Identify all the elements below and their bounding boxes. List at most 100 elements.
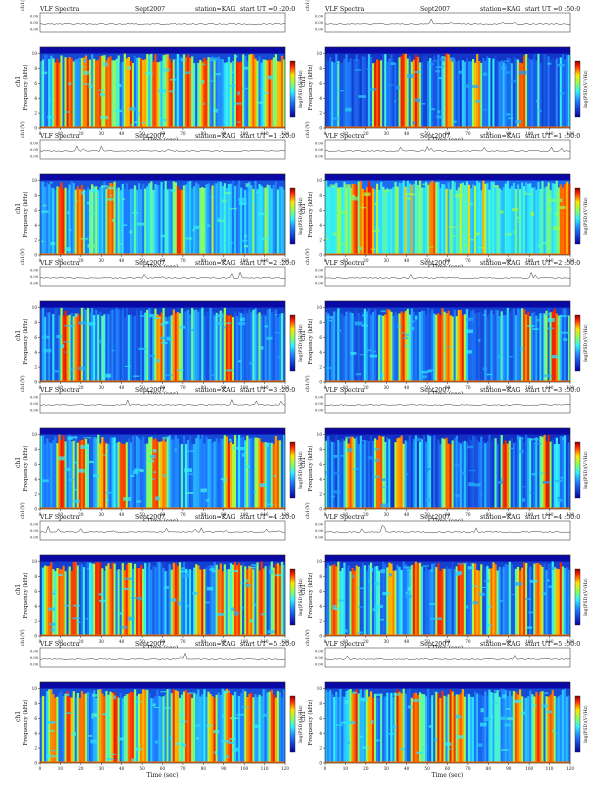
spectrogram-speckle xyxy=(72,604,80,607)
spectrogram-column xyxy=(380,60,383,128)
spectrogram-column xyxy=(376,566,379,636)
spectrogram-column xyxy=(516,694,520,763)
spectrogram-speckle xyxy=(65,712,72,714)
spectrogram-column xyxy=(72,61,75,128)
spectrogram-speckle xyxy=(429,108,436,111)
spectrogram xyxy=(325,555,571,636)
trace-line xyxy=(39,145,286,152)
spectrogram-column xyxy=(113,563,116,636)
x-tick-label: 40 xyxy=(119,639,125,644)
spectrogram-column xyxy=(416,185,420,255)
spectrogram-column xyxy=(254,181,257,255)
spectrogram-column xyxy=(176,312,180,382)
x-tick-label: 90 xyxy=(506,258,512,263)
spectrogram-speckle xyxy=(266,336,273,340)
spectrogram-column xyxy=(494,55,497,128)
spectrogram-column xyxy=(115,443,118,509)
spectrogram-speckle xyxy=(556,732,560,735)
spectrogram-speckle xyxy=(510,80,517,83)
spectrogram-column xyxy=(523,309,526,382)
spectrogram-speckle xyxy=(186,492,194,494)
spectrogram-column xyxy=(225,187,229,255)
spectrogram-column xyxy=(396,314,399,382)
spectrogram-speckle xyxy=(373,475,380,478)
spectrogram-column xyxy=(496,310,499,382)
spectrogram-column xyxy=(146,689,149,763)
spectrogram-column xyxy=(262,313,265,382)
spectrogram-speckle xyxy=(362,314,368,317)
spectrogram-column xyxy=(150,436,153,509)
spectrogram-column xyxy=(184,311,188,382)
x-tick-label: 30 xyxy=(99,258,105,263)
spectrogram-speckle xyxy=(64,604,70,607)
spectrogram-column xyxy=(384,54,387,128)
colorbar-label: log(PSD)(V²/Hz) xyxy=(582,324,589,362)
spectrogram-speckle xyxy=(453,120,457,123)
x-tick-label: 90 xyxy=(221,131,227,136)
trace-tick-label: 0.00 xyxy=(315,396,324,400)
spectrogram-column xyxy=(207,183,210,255)
spectrogram-column xyxy=(455,61,458,129)
trace-axis-label: ch1(V) xyxy=(304,629,311,646)
spectrogram-column xyxy=(74,189,77,255)
spectrogram-column xyxy=(80,58,84,128)
trace-tick-label: 0.00 xyxy=(315,663,324,667)
spectrogram-column xyxy=(76,58,79,129)
spectrogram-speckle xyxy=(225,369,234,372)
spectrogram-column xyxy=(172,439,175,509)
spectrogram-column xyxy=(539,63,542,128)
spectrogram-column xyxy=(431,563,434,636)
spectrogram-column xyxy=(404,693,407,763)
spectrogram-column xyxy=(56,58,59,128)
spectrogram-column xyxy=(115,695,118,763)
spectrogram-column xyxy=(420,187,424,255)
spectrogram-column xyxy=(465,562,469,636)
x-tick-label: 70 xyxy=(180,639,186,644)
y-tick-label: 2 xyxy=(319,492,322,497)
trace-tick-label: 0.00 xyxy=(30,282,39,286)
spectrogram-column xyxy=(537,440,540,509)
spectrogram-column xyxy=(386,188,389,255)
spectrogram-column xyxy=(158,185,161,255)
spectrogram-speckle xyxy=(479,492,483,496)
spectrogram-column xyxy=(219,59,222,128)
spectrogram-column xyxy=(469,563,473,636)
spectrogram-column xyxy=(463,440,467,509)
spectrogram-column xyxy=(84,190,88,255)
spectrogram-speckle xyxy=(509,355,513,358)
spectrogram-column xyxy=(529,566,532,636)
spectrogram-speckle xyxy=(521,486,529,488)
spectrogram-speckle xyxy=(242,87,249,90)
panel-p31: VLF Spectra Sept2007 station=KAG start UT =… xyxy=(300,375,589,525)
spectrogram-speckle xyxy=(438,77,442,80)
spectrogram-column xyxy=(533,696,536,763)
spectrogram-column xyxy=(502,566,505,636)
spectrogram-column xyxy=(449,443,452,509)
spectrogram-column xyxy=(268,185,271,255)
x-tick-label: 40 xyxy=(119,258,125,263)
trace-tick-label: 0.00 xyxy=(30,21,39,25)
x-tick-label: 60 xyxy=(160,639,166,644)
spectrogram-speckle xyxy=(374,459,380,462)
colorbar xyxy=(289,568,296,626)
spectrogram-column xyxy=(427,61,430,128)
spectrogram-column xyxy=(203,569,206,636)
spectrogram-speckle xyxy=(154,707,160,708)
spectrogram-column xyxy=(219,438,222,509)
x-tick-label: 80 xyxy=(201,512,207,517)
spectrogram-column xyxy=(347,565,350,636)
spectrogram-speckle xyxy=(186,604,189,608)
spectrogram-column xyxy=(178,189,182,255)
x-axis-label: Time (sec) xyxy=(147,772,179,779)
spectrogram-column xyxy=(339,313,342,382)
x-tick-label: 90 xyxy=(506,766,512,771)
spectrogram-speckle xyxy=(225,755,229,759)
spectrogram-speckle xyxy=(161,341,168,345)
spectrogram-column xyxy=(433,435,436,509)
spectrogram-column xyxy=(180,189,184,255)
colorbar xyxy=(289,441,296,499)
spectrogram-column xyxy=(231,564,235,636)
spectrogram-speckle xyxy=(513,699,522,704)
y-tick-label: 10 xyxy=(32,559,38,564)
trace-tick-label: 0.00 xyxy=(315,142,324,146)
